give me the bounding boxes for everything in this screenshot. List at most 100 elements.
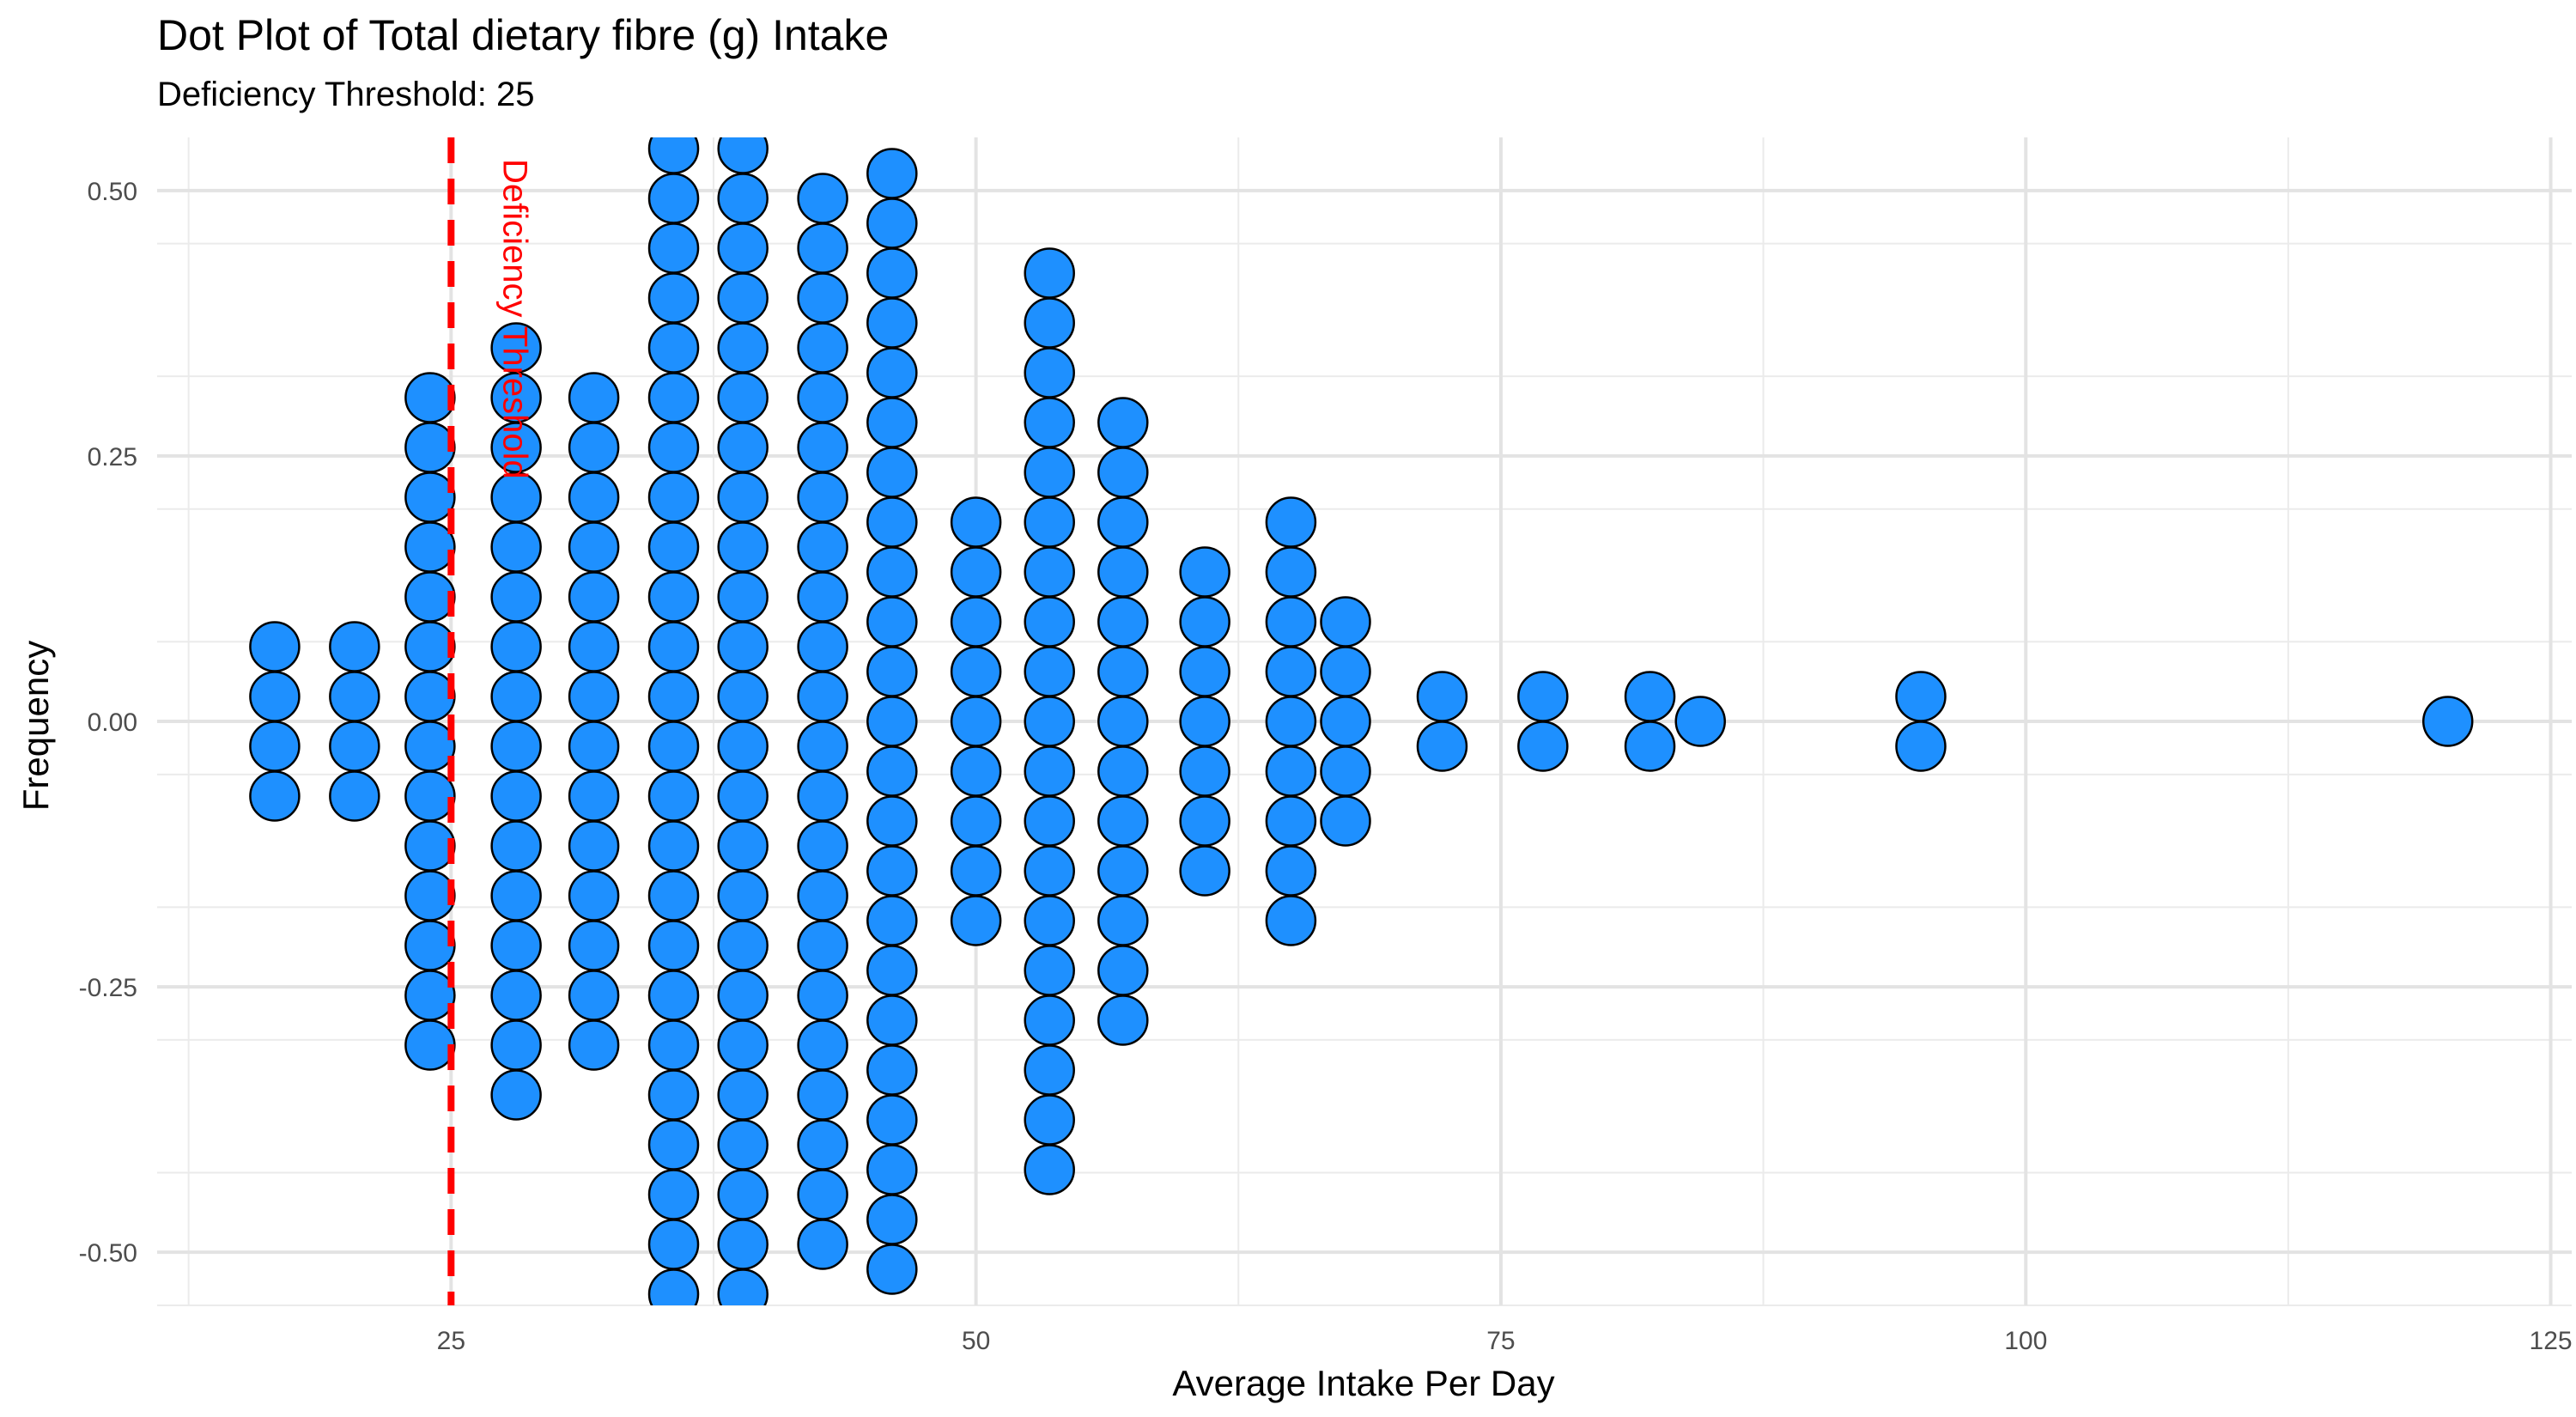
dot [404,970,456,1021]
dot [797,571,848,623]
dot [1320,696,1371,747]
dot [647,1119,700,1171]
dot [866,1094,918,1146]
dot [717,1268,769,1305]
x-tick-label: 50 [962,1327,990,1355]
dot [249,621,301,672]
dot [490,521,542,573]
dot [647,471,700,523]
dot [1179,696,1230,747]
dot [797,721,848,772]
dot [797,770,848,822]
dot [797,970,848,1021]
dot [647,571,700,623]
dot [249,721,301,772]
dot [1024,1094,1075,1146]
y-tick-label: 0.00 [88,708,137,737]
dot [490,671,542,722]
dot [1024,945,1075,996]
dot [797,1219,848,1270]
dot [1024,1044,1075,1096]
dot [1265,496,1317,548]
dot [404,521,456,573]
dot [1179,546,1230,598]
dot [1674,696,1726,747]
dot [866,496,918,548]
dot [404,1019,456,1071]
dot [717,173,769,224]
dot [404,870,456,921]
dot [1179,795,1230,847]
dot [1024,447,1075,498]
dot [647,173,700,224]
dot [1097,496,1149,548]
dot [568,970,620,1021]
dot [1895,671,1947,722]
dot [950,696,1002,747]
dot [568,820,620,872]
dot [647,322,700,374]
threshold-label: Deficiency Threshold [495,159,533,479]
dot [647,820,700,872]
dot [1265,895,1317,946]
dot [1097,447,1149,498]
dot [797,521,848,573]
dot [1179,745,1230,797]
threshold: Deficiency Threshold [447,137,533,1305]
dot [717,1119,769,1171]
dot [717,721,769,772]
dot [647,671,700,722]
dot [866,148,918,199]
dot [404,671,456,722]
dot [490,970,542,1021]
dot [717,422,769,473]
dot [1024,596,1075,648]
dot [568,920,620,971]
dot [797,173,848,224]
dot [950,546,1002,598]
dot [1320,745,1371,797]
dot [1624,671,1676,722]
dot [717,970,769,1021]
dot [866,546,918,598]
dot [1024,646,1075,697]
dot [647,1268,700,1305]
dot [647,1069,700,1121]
dot [717,222,769,274]
chart-title: Dot Plot of Total dietary fibre (g) Inta… [157,11,890,59]
dot [490,571,542,623]
dot [717,137,769,174]
dot [797,322,848,374]
dot [1265,596,1317,648]
dot [866,596,918,648]
dot [1320,795,1371,847]
dot [950,646,1002,697]
dot [1097,895,1149,946]
dot [647,422,700,473]
dot [647,870,700,921]
dot [1416,721,1468,772]
dot [1097,546,1149,598]
dot [866,247,918,299]
dot [797,372,848,423]
dot [404,621,456,672]
dot [797,1119,848,1171]
dot [1517,671,1569,722]
dot [649,1320,698,1369]
dot [568,721,620,772]
dot [1097,596,1149,648]
y-tick-label: -0.50 [79,1239,137,1268]
dot [950,895,1002,946]
y-tick-label: 0.25 [88,443,137,471]
dot [490,770,542,822]
dot [1320,596,1371,648]
dot [717,322,769,374]
dot [717,870,769,921]
dot [866,895,918,946]
dot [797,1019,848,1071]
dot [866,397,918,448]
dot [1265,745,1317,797]
dot [404,721,456,772]
dot [1097,795,1149,847]
dot [647,1219,700,1270]
